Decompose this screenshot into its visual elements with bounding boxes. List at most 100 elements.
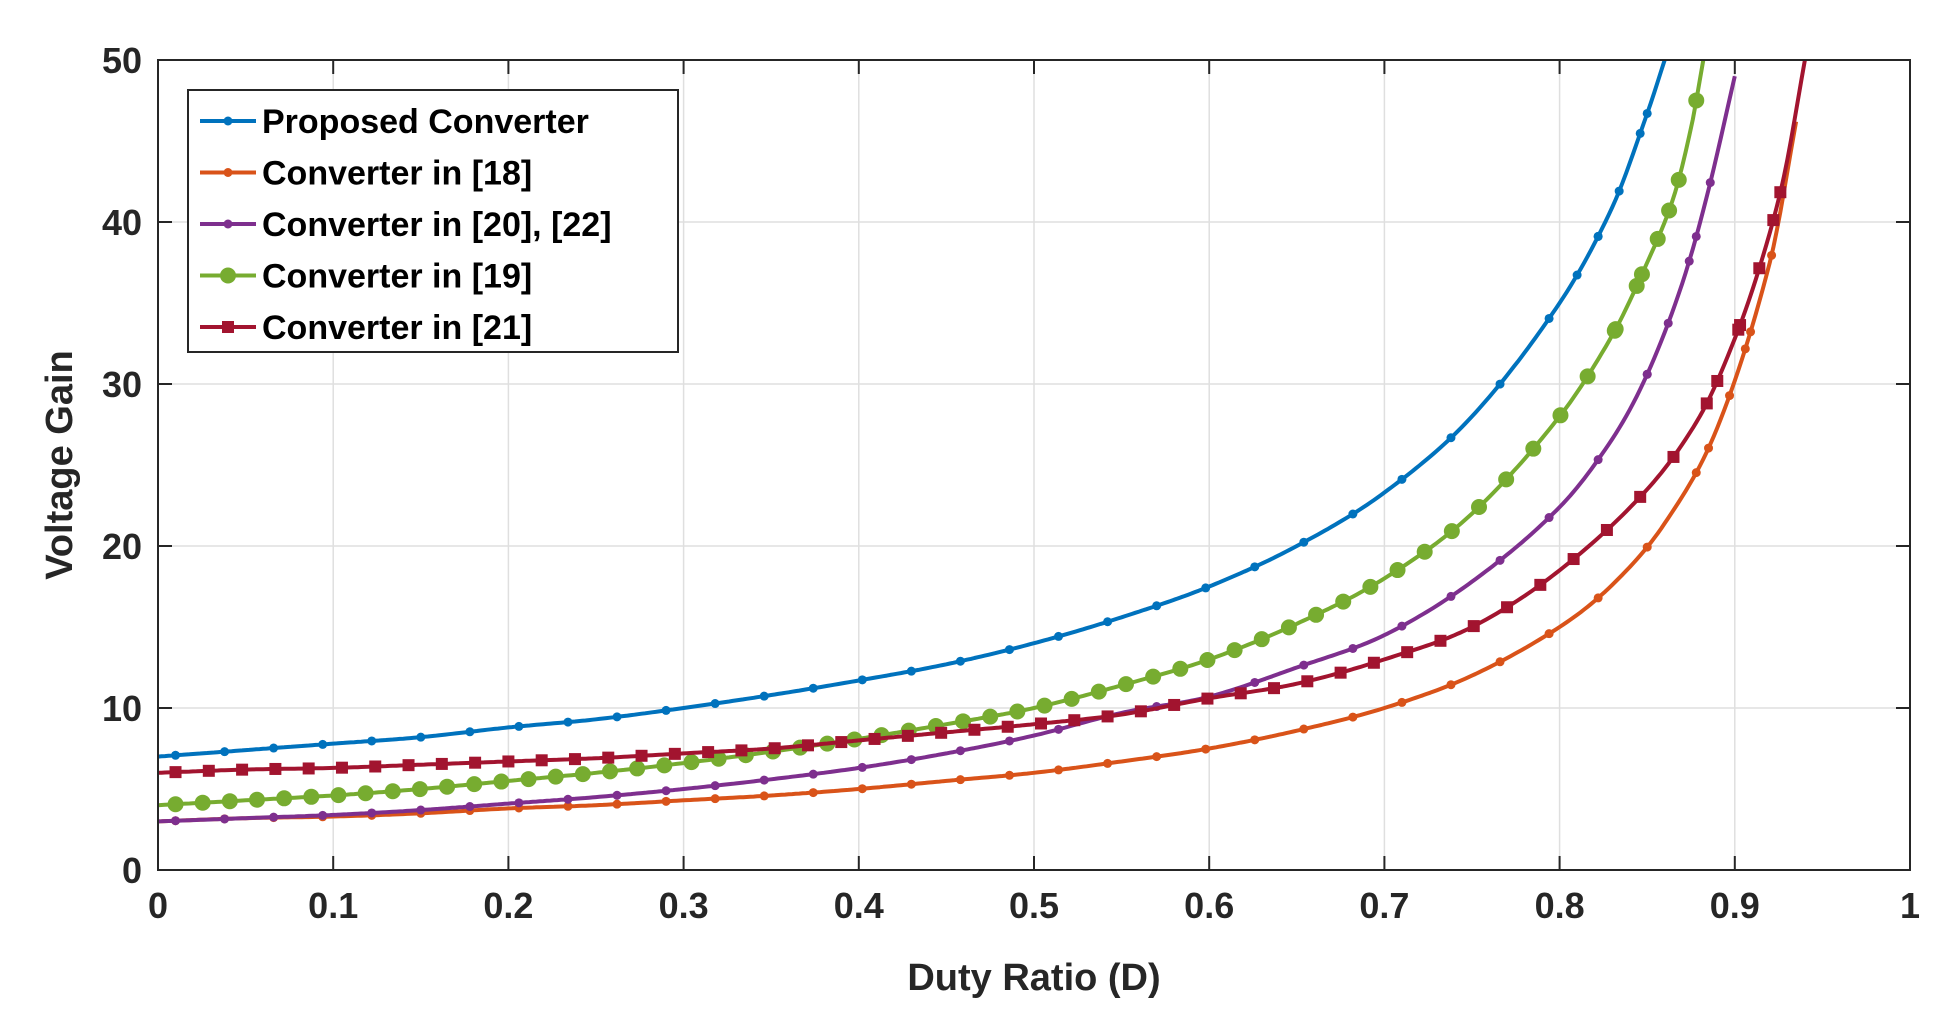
series-marker — [1705, 178, 1715, 188]
series-marker — [1661, 202, 1678, 219]
series-marker — [955, 713, 972, 730]
series-marker — [1579, 368, 1596, 385]
legend-marker — [223, 116, 233, 126]
series-marker — [612, 790, 622, 800]
series-marker — [574, 766, 591, 783]
series-marker — [171, 816, 181, 826]
series-marker — [710, 750, 727, 767]
series-marker — [759, 775, 769, 785]
series-marker — [759, 691, 769, 701]
series-marker — [1234, 687, 1247, 700]
series-marker — [1397, 697, 1407, 707]
series-4 — [158, 60, 1706, 813]
series-marker — [735, 744, 748, 757]
series-marker — [702, 746, 715, 759]
series-marker — [1753, 262, 1766, 275]
series-marker — [683, 754, 700, 771]
series-marker — [906, 666, 916, 676]
series-marker — [1268, 682, 1281, 695]
legend-label: Converter in [21] — [262, 309, 532, 347]
series-marker — [1389, 562, 1406, 579]
series-marker — [808, 769, 818, 779]
series-marker — [1001, 720, 1014, 733]
legend-marker — [223, 168, 233, 177]
series-marker — [318, 810, 328, 820]
series-marker — [1201, 583, 1211, 593]
series-marker — [514, 798, 524, 808]
legend-marker — [220, 267, 236, 284]
series-layer — [158, 60, 1807, 826]
series-marker — [1004, 645, 1014, 655]
series-marker — [1201, 692, 1214, 705]
series-marker — [1691, 231, 1701, 241]
series-marker — [1704, 443, 1714, 453]
series-marker — [955, 775, 965, 785]
legend-label: Converter in [19] — [262, 258, 532, 296]
x-tick-label: 0.8 — [1535, 885, 1585, 926]
series-marker — [661, 796, 671, 806]
series-marker — [1498, 471, 1515, 488]
series-marker — [668, 747, 681, 760]
series-marker — [1670, 171, 1687, 188]
series-marker — [935, 726, 948, 739]
legend-entry: Converter in [18] — [200, 155, 532, 193]
series-marker — [435, 757, 448, 770]
legend-entry: Converter in [20], [22] — [200, 206, 612, 244]
series-marker — [1103, 758, 1113, 768]
series-marker — [367, 736, 377, 746]
series-marker — [221, 793, 238, 810]
series-marker — [1567, 553, 1580, 566]
series-marker — [759, 791, 769, 801]
series-marker — [367, 808, 377, 818]
series-marker — [1063, 690, 1080, 707]
series-marker — [808, 788, 818, 798]
series-marker — [1054, 765, 1064, 775]
series-marker — [1732, 323, 1745, 336]
series-marker — [535, 754, 548, 767]
series-marker — [303, 788, 320, 805]
series-marker — [1054, 631, 1064, 641]
series-marker — [661, 705, 671, 715]
series-marker — [269, 762, 282, 775]
series-marker — [1172, 660, 1189, 677]
series-line — [158, 60, 1807, 775]
series-marker — [1152, 752, 1162, 762]
series-marker — [1684, 256, 1694, 266]
series-marker — [1152, 601, 1162, 611]
y-tick-label: 20 — [102, 526, 142, 567]
series-marker — [1035, 717, 1048, 730]
y-tick-label: 10 — [102, 688, 142, 729]
series-line — [158, 121, 1799, 824]
series-marker — [1467, 620, 1480, 633]
series-marker — [1495, 379, 1505, 389]
x-axis-ticks: 0 0.1 0.2 0.3 0.4 0.5 0.6 0.7 0.8 0.9 1 — [148, 60, 1920, 926]
series-marker — [1117, 676, 1134, 693]
series-marker — [1495, 657, 1505, 667]
series-marker — [1201, 744, 1211, 754]
series-marker — [612, 712, 622, 722]
series-marker — [710, 699, 720, 709]
series-marker — [968, 723, 981, 736]
series-marker — [1068, 714, 1081, 727]
series-marker — [857, 675, 867, 685]
y-tick-label: 0 — [122, 850, 142, 891]
series-marker — [169, 766, 182, 779]
series-marker — [1253, 631, 1270, 648]
legend-entry: Converter in [19] — [200, 258, 532, 296]
series-marker — [563, 801, 573, 811]
series-marker — [1634, 490, 1647, 503]
series-marker — [563, 794, 573, 804]
legend-label: Proposed Converter — [262, 103, 589, 141]
series-marker — [1103, 617, 1113, 627]
series-marker — [1348, 712, 1358, 722]
x-tick-label: 0.6 — [1184, 885, 1234, 926]
x-tick-label: 0.2 — [483, 885, 533, 926]
series-marker — [1226, 642, 1243, 659]
series-marker — [1501, 601, 1514, 614]
series-marker — [1593, 231, 1603, 241]
legend-entry: Converter in [21] — [200, 309, 532, 347]
series-marker — [1740, 344, 1750, 354]
series-marker — [1367, 656, 1380, 669]
series-marker — [520, 771, 537, 788]
y-tick-label: 50 — [102, 40, 142, 81]
